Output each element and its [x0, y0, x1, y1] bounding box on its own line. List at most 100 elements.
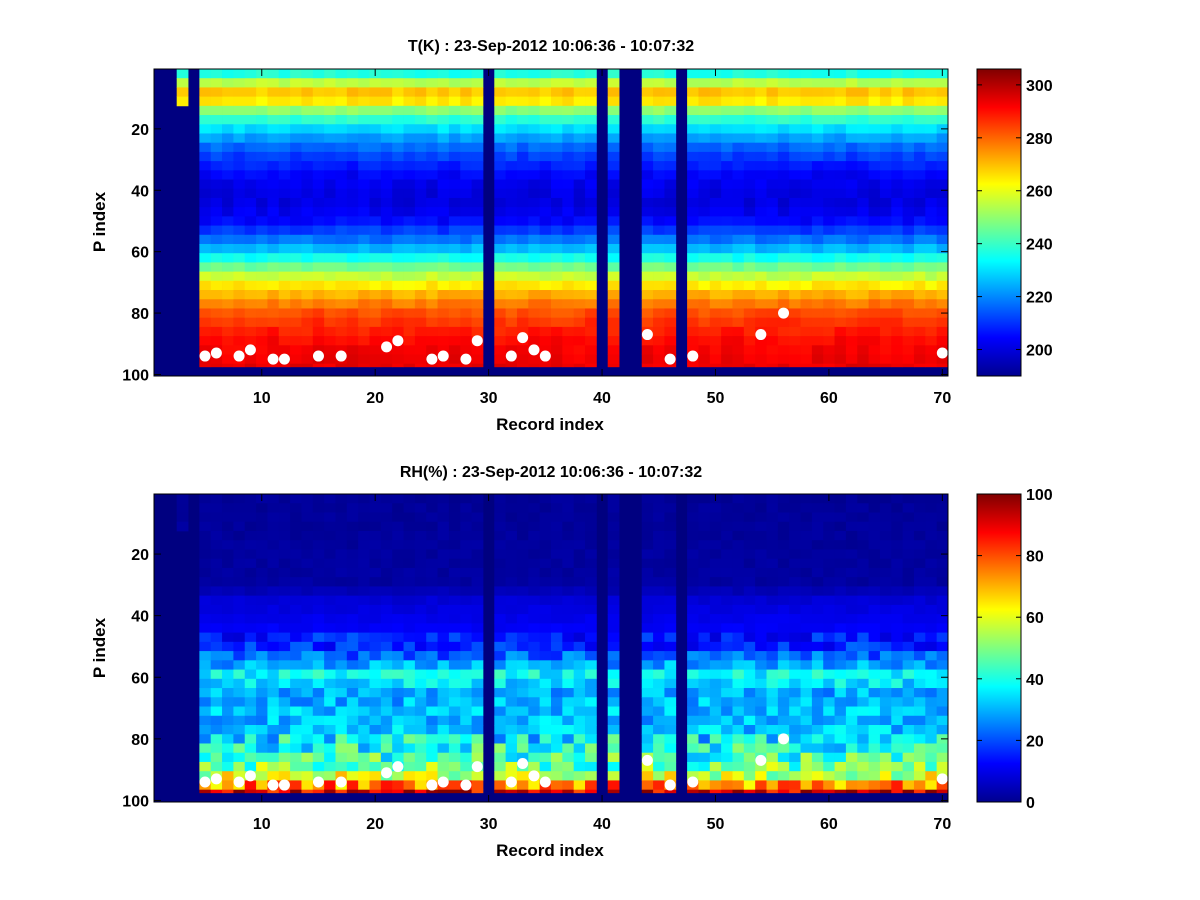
surface-marker	[778, 733, 790, 745]
heatmap-cell	[256, 308, 268, 319]
heatmap-cell	[199, 697, 212, 707]
heatmap-cell	[301, 789, 314, 794]
heatmap-cell	[528, 632, 541, 643]
heatmap-cell	[312, 133, 325, 144]
heatmap-cell	[777, 151, 790, 162]
heatmap-cell	[528, 761, 541, 772]
heatmap-cell	[460, 234, 472, 245]
heatmap-cell	[380, 87, 393, 98]
heatmap-cell	[392, 752, 404, 763]
heatmap-cell	[698, 188, 711, 199]
heatmap-cell	[811, 271, 824, 282]
heatmap-cell	[494, 623, 507, 633]
heatmap-cell	[346, 688, 359, 698]
heatmap-cell	[868, 271, 881, 282]
heatmap-cell	[936, 243, 949, 254]
heatmap-cell	[505, 280, 518, 291]
heatmap-cell	[369, 761, 382, 772]
heatmap-cell	[936, 761, 949, 772]
heatmap-cell	[471, 549, 484, 560]
heatmap-cell	[380, 188, 393, 199]
heatmap-cell	[233, 234, 246, 245]
heatmap-cell	[857, 142, 869, 153]
heatmap-cell	[290, 494, 302, 504]
heatmap-cell	[789, 234, 801, 245]
heatmap-cell	[664, 549, 677, 560]
heatmap-cell	[233, 179, 246, 190]
heatmap-cell	[471, 614, 484, 624]
heatmap-cell	[290, 170, 302, 180]
heatmap-cell	[868, 678, 881, 689]
heatmap-cell	[324, 789, 336, 794]
heatmap-cell	[732, 345, 745, 355]
heatmap-cell	[244, 225, 257, 236]
heatmap-cell	[664, 317, 677, 328]
heatmap-cell	[426, 549, 438, 560]
heatmap-cell	[823, 688, 835, 698]
heatmap-cell	[936, 271, 949, 282]
heatmap-cell	[607, 142, 620, 153]
heatmap-cell	[925, 170, 938, 180]
heatmap-cell	[936, 115, 949, 125]
heatmap-cell	[233, 604, 246, 615]
heatmap-cell	[709, 280, 722, 291]
heatmap-cell	[879, 216, 892, 226]
heatmap-cell	[516, 595, 529, 606]
heatmap-cell	[244, 595, 257, 606]
heatmap-cell	[278, 87, 291, 98]
heatmap-cell	[494, 78, 507, 88]
surface-marker	[664, 779, 676, 791]
heatmap-cell	[301, 512, 314, 523]
heatmap-cell	[346, 567, 359, 578]
heatmap-cell	[403, 105, 416, 116]
heatmap-cell	[346, 207, 359, 217]
heatmap-cell	[460, 69, 472, 79]
heatmap-cell	[528, 752, 541, 763]
heatmap-cell	[380, 688, 393, 698]
heatmap-cell	[539, 115, 552, 125]
heatmap-cell	[199, 363, 212, 368]
heatmap-cell	[709, 197, 722, 208]
heatmap-cell	[789, 161, 801, 171]
heatmap-cell	[868, 641, 881, 652]
heatmap-cell	[210, 752, 223, 763]
heatmap-cell	[471, 521, 484, 532]
heatmap-cell	[698, 69, 711, 79]
heatmap-cell	[335, 734, 348, 744]
heatmap-cell	[811, 161, 824, 171]
heatmap-cell	[516, 725, 529, 735]
heatmap-cell	[437, 105, 450, 116]
heatmap-cell	[267, 225, 280, 236]
heatmap-cell	[437, 262, 450, 273]
heatmap-cell	[346, 142, 359, 153]
heatmap-cell	[811, 317, 824, 328]
heatmap-cell	[902, 124, 915, 134]
heatmap-cell	[573, 697, 586, 707]
heatmap-cell	[664, 363, 677, 368]
heatmap-cell	[324, 96, 336, 107]
heatmap-cell	[335, 243, 348, 254]
heatmap-cell	[471, 234, 484, 245]
heatmap-cell	[857, 188, 869, 199]
heatmap-cell	[448, 354, 461, 365]
heatmap-cell	[687, 299, 699, 309]
heatmap-cell	[766, 651, 779, 661]
heatmap-cell	[369, 133, 382, 144]
heatmap-cell	[800, 725, 813, 735]
heatmap-cell	[369, 725, 382, 735]
heatmap-cell	[380, 632, 393, 643]
heatmap-cell	[210, 271, 223, 282]
heatmap-cell	[222, 262, 234, 273]
heatmap-cell	[222, 540, 234, 550]
temperature-heatmap	[154, 69, 949, 376]
heatmap-cell	[834, 188, 847, 199]
heatmap-cell	[607, 354, 620, 365]
heatmap-cell	[414, 614, 427, 624]
heatmap-cell	[301, 688, 314, 698]
heatmap-cell	[346, 604, 359, 615]
heatmap-cell	[528, 197, 541, 208]
temperature-y-axis-label: P index	[90, 191, 109, 252]
heatmap-cell	[834, 170, 847, 180]
heatmap-cell	[709, 743, 722, 754]
heatmap-cell	[267, 697, 280, 707]
